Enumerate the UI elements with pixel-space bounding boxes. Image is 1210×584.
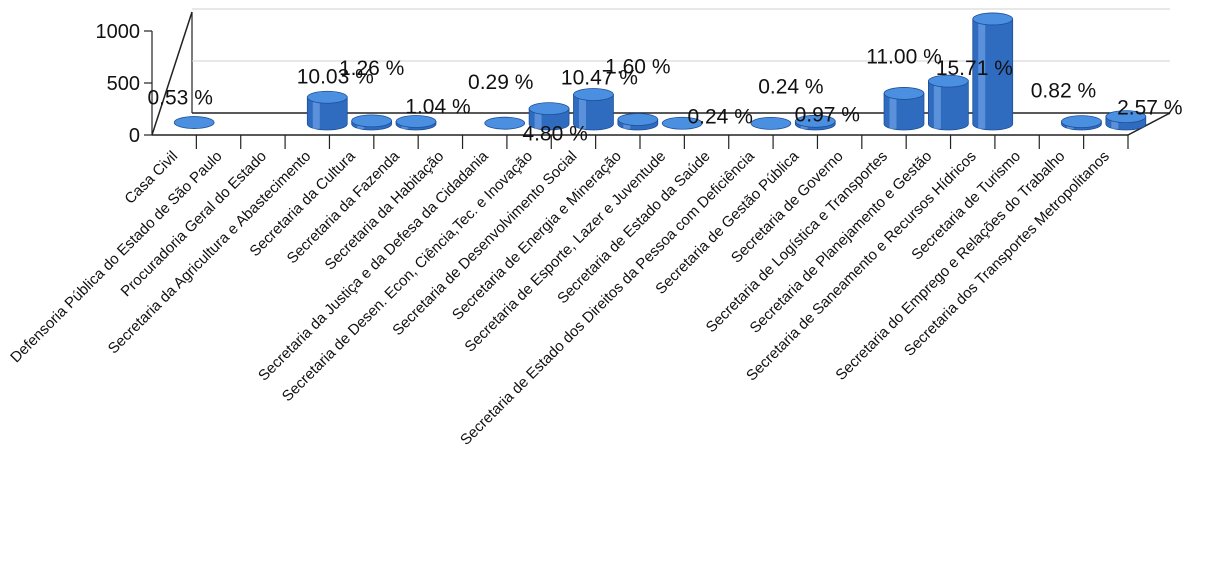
- bar: [794, 114, 836, 131]
- bar-top: [928, 74, 969, 88]
- bar-top: [484, 116, 526, 130]
- data-label: 10.47 %: [561, 66, 638, 89]
- bar-top: [306, 90, 348, 104]
- bar-top: [617, 113, 659, 126]
- data-label: 0.24 %: [687, 105, 752, 128]
- y-tick-label: 0: [129, 125, 140, 147]
- y-tick-label: 500: [107, 73, 140, 95]
- y-axis: 0 500 1000: [96, 21, 153, 147]
- bar: [173, 116, 215, 129]
- bar: [883, 87, 925, 131]
- floor-right-edge: [1127, 112, 1171, 136]
- y-tick-label: 1000: [96, 21, 141, 43]
- data-label: 1.60 %: [605, 56, 670, 79]
- data-label: 0.82 %: [1031, 80, 1096, 103]
- data-label: 0.24 %: [758, 75, 823, 98]
- bar: [617, 113, 659, 131]
- bar-top: [661, 116, 703, 130]
- data-label: 1.04 %: [405, 96, 470, 119]
- data-label: 2.57 %: [1117, 97, 1182, 120]
- bar-top: [972, 12, 1014, 26]
- bar: [661, 116, 703, 130]
- data-labels: 0.53 % 10.03 %1.26 %1.04 %0.29 % 4.80 % 10.…: [147, 45, 1182, 146]
- data-label: 15.71 %: [936, 57, 1013, 80]
- x-tick-label: Secretaria da Agricultura e Abasteciment…: [105, 148, 315, 358]
- bars: [173, 12, 1147, 131]
- bar: [573, 88, 614, 131]
- bar-top: [1105, 110, 1147, 124]
- bar: [484, 116, 526, 130]
- data-label: 0.29 %: [468, 71, 533, 94]
- bar: [972, 12, 1014, 131]
- bar: [1061, 115, 1102, 131]
- bar-top: [750, 116, 792, 130]
- bar-top: [351, 114, 393, 128]
- data-label: 0.53 %: [147, 87, 212, 110]
- bar-top: [395, 115, 437, 128]
- data-label: 4.80 %: [522, 123, 587, 146]
- bar: [928, 74, 969, 131]
- data-label: 10.03 %: [297, 65, 374, 88]
- data-label: 1.26 %: [339, 57, 404, 80]
- bar: [351, 114, 393, 131]
- bar: [306, 90, 348, 131]
- x-tick-label: Secretaria dos Transportes Metropolitano…: [901, 148, 1113, 360]
- bar: [750, 116, 792, 130]
- data-label: 0.97 %: [795, 103, 860, 126]
- bar-top: [1061, 115, 1102, 129]
- bar-top: [883, 87, 925, 100]
- bar: [395, 115, 437, 131]
- bar: [1105, 110, 1147, 131]
- bar-top: [528, 102, 570, 116]
- bar-top: [794, 114, 836, 128]
- bar-top: [573, 88, 614, 101]
- bar: [528, 102, 570, 131]
- back-wall-edge: [151, 11, 193, 136]
- data-label: 11.00 %: [866, 45, 942, 68]
- bar-top: [173, 116, 215, 129]
